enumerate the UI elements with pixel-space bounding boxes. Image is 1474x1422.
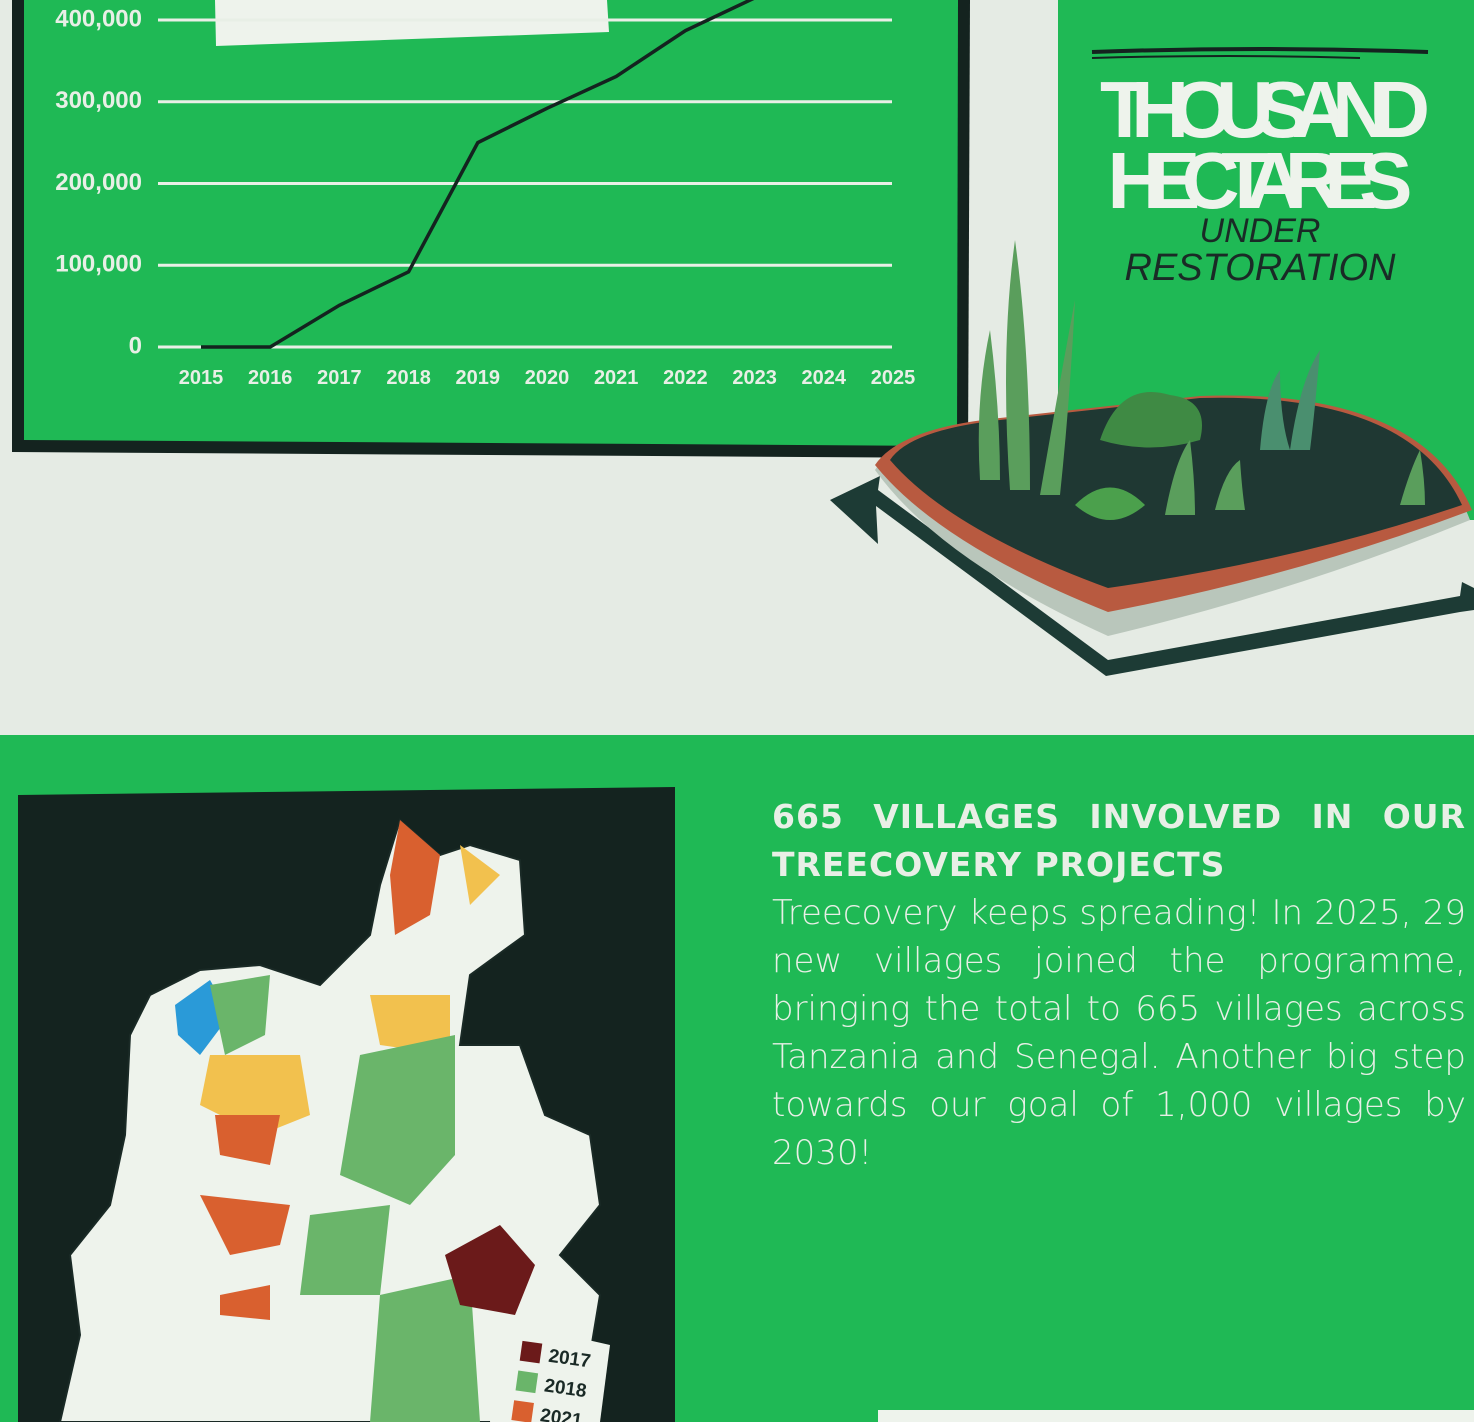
text-block: 665 VILLAGES INVOLVED IN OUR TREECOVERY … (772, 793, 1466, 1177)
x-tick-label: 2015 (179, 367, 224, 389)
y-tick-label: 400,000 (55, 5, 142, 32)
x-tick-label: 2016 (248, 367, 293, 389)
x-tick-label: 2019 (456, 367, 501, 389)
x-tick-label: 2018 (386, 367, 431, 389)
paragraph: Treecovery keeps spreading! In 2025, 29 … (772, 889, 1466, 1177)
x-tick-label: 2025 (871, 367, 916, 389)
x-tick-label: 2020 (525, 367, 570, 389)
legend-swatch (520, 1341, 543, 1364)
y-tick-label: 300,000 (55, 87, 142, 114)
x-tick-label: 2021 (594, 367, 639, 389)
legend-swatch (516, 1371, 539, 1394)
x-tick-label: 2024 (802, 367, 847, 389)
y-tick-label: 200,000 (55, 169, 142, 196)
page: {"chart_data": {"type": "line", "categor… (0, 0, 1474, 1422)
card-edge (878, 1410, 1474, 1422)
legend-swatch (511, 1400, 534, 1422)
highlight-text: UNDER (1200, 212, 1321, 250)
highlight-text: RESTORATION (1125, 247, 1397, 289)
heading: 665 VILLAGES INVOLVED IN OUR TREECOVERY … (772, 793, 1466, 889)
y-tick-label: 0 (129, 332, 142, 359)
x-tick-label: 2022 (663, 367, 708, 389)
x-tick-label: 2023 (732, 367, 777, 389)
y-tick-label: 100,000 (55, 251, 142, 278)
x-tick-label: 2017 (317, 367, 362, 389)
chart: THOUSAND HECTARES UNDER RESTORATION 0100… (0, 0, 1474, 735)
